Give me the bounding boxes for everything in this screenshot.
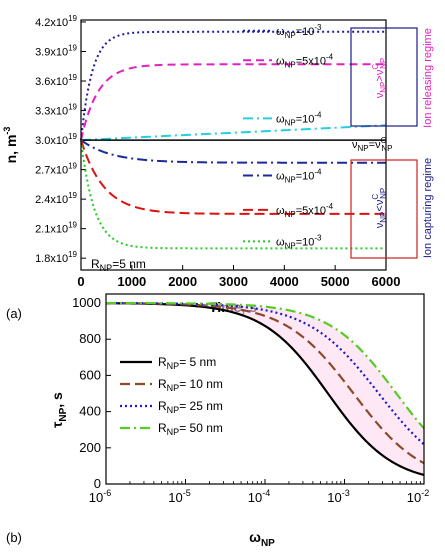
panel-b-y-tick-label: 0 (94, 476, 101, 491)
panel-b-series-line (105, 302, 425, 465)
panel-a-series-line (80, 139, 386, 164)
panel-b-series-line (105, 302, 425, 446)
panel-b-plot-frame (105, 293, 425, 485)
panel-b-legend-label: RNP= 50 nm (158, 421, 223, 437)
panel-b-x-tick-label: 10-6 (89, 488, 111, 505)
panel-a-y-axis-label: n, m-3 (2, 127, 19, 164)
svg-text:Ion capturing regime: Ion capturing regime (422, 158, 434, 258)
panel-a-x-tick-label: 0 (77, 274, 84, 289)
panel-b-chart: 10-6 10-5 10-4 10-3 10-2 0 200 400 600 800 1000 RN… (6, 293, 429, 549)
panel-b-ticks: 10-6 10-5 10-4 10-3 10-2 0 200 400 600 800 1000 (72, 295, 429, 505)
panel-b-legend-label: RNP= 5 nm (158, 355, 216, 371)
panel-a-series-label: ωNP=10-3 (276, 23, 322, 40)
capturing-regime-label: Ion capturing regime (422, 158, 434, 258)
panel-a-x-tick-label: 3000 (219, 274, 248, 289)
panel-a-x-tick-label: 2000 (168, 274, 197, 289)
svg-text:νNP<νCNP: νNP<νCNP (371, 188, 388, 228)
panel-b-y-tick-label: 800 (79, 331, 101, 346)
panel-b-y-tick-label: 200 (79, 440, 101, 455)
panel-a-series-line (80, 30, 386, 141)
panel-a-series-line (80, 63, 386, 141)
panel-b-band-area (106, 303, 424, 475)
panel-a-x-tick-label: 5000 (321, 274, 350, 289)
panel-a-series-line (80, 139, 386, 250)
panel-b-x-tick-label: 10-5 (168, 488, 190, 505)
panel-a-series-line (80, 139, 386, 215)
panel-b-x-tick-label: 10-3 (327, 488, 349, 505)
panel-b-shaded-band (106, 303, 424, 475)
panel-a-series-label: ωNP=5x10-4 (276, 202, 334, 219)
panel-a-series-label: ωNP=10-4 (276, 167, 322, 184)
panel-a-label: (a) (6, 306, 22, 321)
panel-b-series-line (106, 301, 425, 430)
panel-a-y-tick-label: 2.4x1019 (35, 191, 77, 206)
panel-a-y-tick-label: 3.6x1019 (35, 73, 77, 88)
middle-condition-label: νNP=νC NP (352, 136, 392, 153)
panel-b-y-tick-label: 600 (79, 367, 101, 382)
panel-a-y-tick-label: 1.8x1019 (35, 250, 77, 265)
svg-text:n, m-3: n, m-3 (2, 127, 19, 164)
releasing-regime-label: Ion releasing regime (422, 28, 434, 128)
lower-condition-label: νNP<νCNP (371, 188, 388, 228)
panel-b-series (105, 301, 425, 477)
panel-b-legend: RNP= 5 nm RNP= 10 nm RNP= 25 nm RNP= 50 nm (120, 355, 223, 437)
panel-b-label: (b) (6, 530, 22, 545)
panel-a-series-label: ωNP=10-4 (276, 110, 322, 127)
panel-a-chart: 0 1000 2000 3000 4000 5000 6000 1.8x1019 2.1x101… (2, 14, 434, 321)
panel-a-x-tick-label: 6000 (372, 274, 401, 289)
panel-a-series (80, 30, 387, 250)
panel-a-y-tick-label: 2.7x1019 (35, 162, 77, 177)
panel-a-series-line (80, 124, 387, 142)
capturing-regime-box (350, 159, 418, 259)
panel-b-y-tick-label: 1000 (72, 295, 101, 310)
releasing-regime-box (350, 27, 418, 127)
panel-a-y-tick-label: 3.3x1019 (35, 103, 77, 118)
panel-a-frame (80, 19, 387, 271)
panel-a-x-tick-label: 1000 (117, 274, 146, 289)
panel-a-rnp-annotation: RNP=5 nm (91, 257, 146, 273)
panel-a-ticks: 0 1000 2000 3000 4000 5000 6000 1.8x1019 2.1x101… (35, 14, 400, 289)
svg-text:Ion releasing regime: Ion releasing regime (422, 28, 434, 128)
svg-text:νNP>νCNP: νNP>νCNP (371, 58, 388, 98)
panel-b-y-axis-label: τNP, s (49, 392, 69, 428)
panel-a-y-tick-label: 2.1x1019 (35, 221, 77, 236)
panel-b-x-tick-label: 10-2 (407, 488, 429, 505)
svg-text:τNP, s: τNP, s (49, 392, 69, 428)
panel-b-x-axis-label: ωNP (249, 529, 275, 549)
panel-b-legend-label: RNP= 10 nm (158, 377, 223, 393)
panel-a-y-tick-label: 4.2x1019 (35, 14, 77, 29)
panel-a-series-labels: ωNP=10-3 ωNP=5x10-4 ωNP=10-4 ωNP=10-4 ωNP=5x… (243, 23, 334, 250)
panel-a-y-tick-label: 3.0x1019 (35, 132, 77, 147)
upper-condition-label: νNP>νCNP (371, 58, 388, 98)
panel-b-x-tick-label: 10-4 (248, 488, 270, 505)
panel-b-y-tick-label: 400 (79, 404, 101, 419)
panel-a-series-label: ωNP=10-3 (276, 233, 322, 250)
panel-a-y-tick-label: 3.9x1019 (35, 43, 77, 58)
panel-b-legend-label: RNP= 25 nm (158, 399, 223, 415)
panel-a-x-tick-label: 4000 (270, 274, 299, 289)
panel-a-series-label: ωNP=5x10-4 (276, 52, 334, 69)
